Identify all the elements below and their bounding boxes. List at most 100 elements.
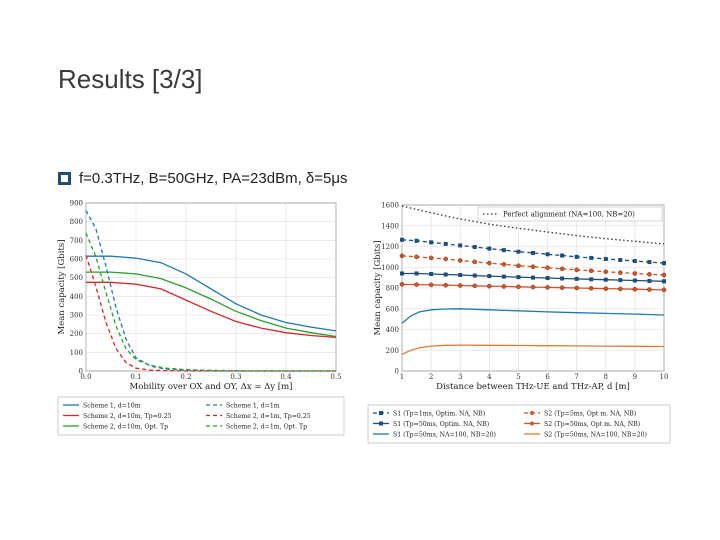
chart-mobility: 0.0 0.1 0.2 0.3 0.4 0.5 0 100 200 300 400 500 600 700…: [57, 200, 345, 436]
legend-label: Scheme 2, d=1m, Opt. Tp: [226, 424, 307, 431]
data-point: [545, 285, 550, 290]
bullet-line: f=0.3THz, B=50GHz, PA=23dBm, δ=5μs: [58, 170, 348, 187]
data-point: [487, 274, 492, 279]
legend-marker: [530, 421, 534, 426]
slide-title: Results [3/3]: [58, 64, 203, 94]
data-point: [574, 267, 579, 273]
legend-label: Scheme 2, d=1m, Tp=0.25: [226, 413, 311, 420]
data-point: [618, 286, 623, 292]
y-tick-label: 1000: [381, 264, 399, 272]
legend-box: [57, 396, 345, 436]
data-point: [516, 263, 521, 268]
y-tick-label: 100: [70, 349, 83, 357]
x-tick-label: 0.2: [180, 373, 191, 381]
data-point: [618, 270, 623, 275]
x-axis-label: Mobility over OX and OY, Δx = Δy [m]: [130, 382, 293, 392]
data-point: [603, 269, 609, 275]
legend-label: Scheme 2, d=10m, Tp=0.25: [83, 413, 172, 420]
data-point: [662, 261, 666, 266]
data-point: [647, 272, 652, 277]
data-point: [472, 245, 477, 250]
x-tick-label: 10: [660, 373, 669, 381]
data-point: [618, 257, 623, 262]
data-point: [574, 254, 579, 259]
data-point: [443, 256, 448, 262]
series-line: [86, 271, 337, 338]
legend-label: S1 (Tp=50ms, NA=100, NB=20): [393, 432, 496, 439]
data-point: [560, 276, 565, 281]
data-point: [530, 264, 536, 270]
x-tick-label: 4: [487, 373, 492, 381]
data-point: [603, 286, 609, 291]
series-line: [86, 255, 337, 332]
data-point: [399, 253, 405, 259]
data-point: [618, 278, 623, 283]
data-point: [501, 262, 507, 267]
data-point: [647, 260, 652, 265]
data-point: [516, 249, 521, 254]
data-point: [414, 254, 419, 260]
data-point: [487, 283, 492, 289]
data-point: [400, 271, 404, 276]
data-point: [428, 282, 434, 288]
y-tick-label: 900: [70, 200, 83, 208]
data-point: [487, 246, 492, 251]
data-point: [545, 276, 550, 281]
x-tick-label: 7: [574, 373, 578, 381]
series-line: [401, 308, 665, 324]
data-point: [603, 256, 608, 261]
data-point: [588, 268, 594, 274]
data-point: [647, 287, 652, 292]
x-tick-label: 6: [545, 373, 550, 381]
data-point: [661, 287, 667, 293]
series-line: [401, 205, 665, 245]
x-tick-label: 1: [400, 373, 404, 381]
data-point: [414, 271, 419, 276]
y-tick-label: 200: [386, 347, 399, 355]
data-point: [501, 284, 507, 289]
data-point: [603, 277, 608, 282]
data-point: [661, 272, 667, 278]
y-axis-label: Mean capacity [Gbits]: [373, 240, 383, 335]
legend-label: Scheme 1, d=10m: [83, 403, 141, 410]
y-tick-label: 200: [70, 330, 83, 338]
data-point: [559, 266, 565, 272]
x-tick-label: 0.1: [130, 373, 141, 381]
y-tick-label: 600: [386, 305, 399, 313]
y-tick-label: 1200: [381, 243, 399, 251]
y-tick-label: 800: [386, 285, 399, 293]
x-tick-label: 9: [633, 373, 637, 381]
legend-marker: [379, 411, 383, 415]
data-point: [457, 283, 463, 288]
data-point: [530, 284, 536, 290]
data-point: [501, 248, 506, 253]
data-point: [531, 250, 535, 255]
bullet-text: f=0.3THz, B=50GHz, PA=23dBm, δ=5μs: [79, 170, 348, 187]
x-tick-label: 0.4: [280, 373, 292, 381]
data-point: [516, 284, 521, 290]
series-line: [85, 210, 336, 372]
data-point: [487, 260, 492, 266]
x-tick-label: 0.3: [230, 373, 241, 381]
data-point: [545, 265, 550, 271]
x-tick-label: 2: [429, 373, 433, 381]
data-point: [414, 282, 419, 287]
data-point: [458, 273, 463, 278]
data-point: [400, 237, 404, 242]
series-line: [401, 344, 665, 355]
data-point: [574, 285, 579, 291]
data-point: [443, 272, 448, 277]
bullet-square-icon: [58, 172, 71, 185]
legend-label: S1 (Tp=50ms, Optim. NA, NB): [393, 421, 489, 428]
data-point: [501, 274, 506, 279]
legend-label: S2 (Tp=50ms, NA=100, NB=20): [544, 432, 647, 439]
y-tick-label: 400: [70, 293, 83, 301]
y-tick-label: 0: [395, 368, 399, 376]
x-tick-label: 0.0: [80, 373, 91, 381]
data-point: [589, 255, 594, 260]
data-point: [429, 240, 434, 245]
x-axis-label: Distance between THz-UE and THz-AP, d [m…: [436, 382, 630, 392]
data-point: [559, 285, 565, 290]
y-tick-label: 700: [70, 237, 83, 245]
data-point: [429, 271, 434, 276]
